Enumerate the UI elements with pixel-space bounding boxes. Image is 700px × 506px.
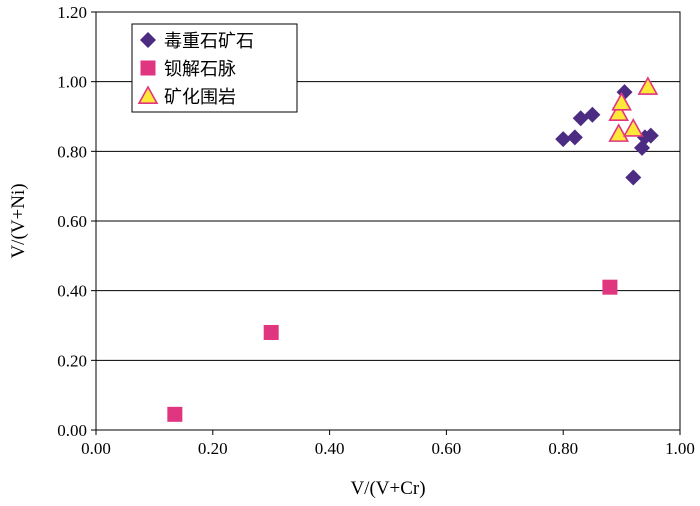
point-triangle <box>608 123 630 142</box>
point-triangle <box>608 102 630 122</box>
point-diamond <box>555 131 572 148</box>
y-tick-label: 0.20 <box>57 351 87 370</box>
x-tick-label: 0.40 <box>315 439 345 458</box>
point-diamond <box>642 127 659 144</box>
point-diamond <box>566 129 583 146</box>
legend-label: 钡解石脉 <box>164 59 236 80</box>
legend-label: 矿化围岩 <box>164 87 236 108</box>
data-points <box>167 76 659 422</box>
y-tick-label: 1.20 <box>57 3 87 22</box>
x-tick-label: 0.80 <box>548 439 578 458</box>
x-tick-label: 0.00 <box>81 439 111 458</box>
legend-box <box>131 23 298 113</box>
point-square <box>167 406 183 422</box>
y-tick-label: 0.00 <box>57 421 87 440</box>
point-square <box>602 279 618 295</box>
x-tick-label: 0.60 <box>432 439 462 458</box>
gridlines <box>96 81 680 361</box>
plot-area <box>95 11 681 431</box>
point-triangle <box>611 91 632 111</box>
point-triangle <box>637 76 659 95</box>
legend-label: 毒重石矿石 <box>164 31 254 52</box>
y-tick-label: 0.60 <box>57 212 87 231</box>
legend-marker-triangle <box>137 85 159 104</box>
axis-ticks: 0.00 0.20 0.40 0.60 0.80 1.00 1.20 0.00 0.20 0.40… <box>57 3 695 458</box>
point-diamond <box>584 106 601 123</box>
point-diamond <box>572 110 589 127</box>
y-tick-label: 0.80 <box>57 142 87 161</box>
x-tick-label: 0.20 <box>198 439 228 458</box>
y-tick-label: 0.40 <box>57 282 87 301</box>
x-tick-label: 1.00 <box>665 439 695 458</box>
y-tick-label: 1.00 <box>57 73 87 92</box>
point-square <box>263 324 279 340</box>
y-axis-label: V/(V+Ni) <box>8 183 29 258</box>
point-diamond <box>625 169 642 186</box>
point-triangle <box>622 118 644 137</box>
legend-marker-square <box>140 60 156 76</box>
x-axis-label: V/(V+Cr) <box>350 478 425 499</box>
legend-marker-diamond <box>140 32 156 48</box>
